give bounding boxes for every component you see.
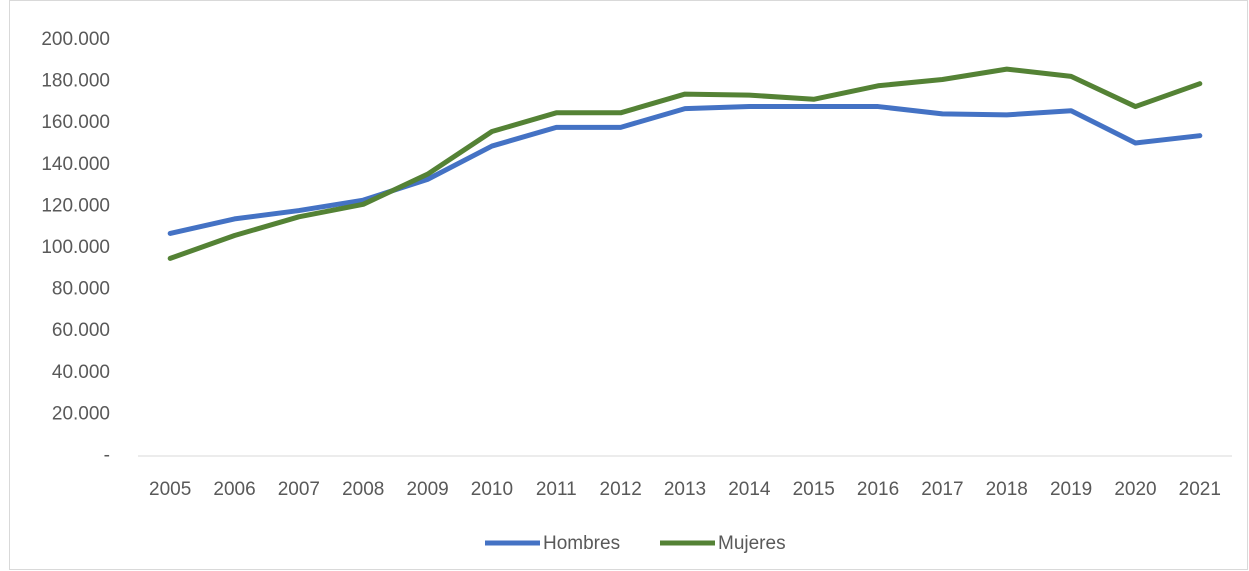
x-tick-label: 2008 <box>342 479 384 500</box>
y-tick-label: - <box>104 445 110 466</box>
x-tick-label: 2011 <box>536 479 577 500</box>
x-tick-label: 2005 <box>149 479 191 500</box>
y-tick-label: 140.000 <box>41 154 110 175</box>
y-tick-label: 60.000 <box>52 320 110 341</box>
y-tick-label: 200.000 <box>41 29 110 50</box>
line-series <box>167 66 1203 261</box>
y-tick-label: 160.000 <box>41 112 110 133</box>
x-tick-label: 2019 <box>1050 479 1092 500</box>
x-tick-label: 2020 <box>1114 479 1156 500</box>
x-tick-label: 2014 <box>728 479 771 500</box>
x-tick-label: 2018 <box>986 479 1028 500</box>
x-tick-label: 2010 <box>471 479 513 500</box>
y-tick-label: 20.000 <box>52 403 110 424</box>
legend-label: Mujeres <box>718 533 786 554</box>
chart-border <box>9 0 1248 570</box>
x-tick-label: 2017 <box>921 479 963 500</box>
x-tick-label: 2013 <box>664 479 706 500</box>
x-tick-label: 2006 <box>213 479 255 500</box>
x-tick-label: 2016 <box>857 479 899 500</box>
x-tick-label: 2015 <box>793 479 835 500</box>
y-tick-label: 40.000 <box>52 362 110 383</box>
y-tick-label: 80.000 <box>52 279 110 300</box>
x-tick-label: 2021 <box>1179 479 1221 500</box>
x-tick-label: 2012 <box>600 479 642 500</box>
y-tick-label: 180.000 <box>41 71 110 92</box>
line-series <box>167 104 1203 236</box>
x-tick-label: 2007 <box>278 479 320 500</box>
x-tick-label: 2009 <box>406 479 448 500</box>
y-tick-label: 120.000 <box>41 195 110 216</box>
legend-label: Hombres <box>543 533 620 554</box>
y-tick-label: 100.000 <box>41 237 110 258</box>
